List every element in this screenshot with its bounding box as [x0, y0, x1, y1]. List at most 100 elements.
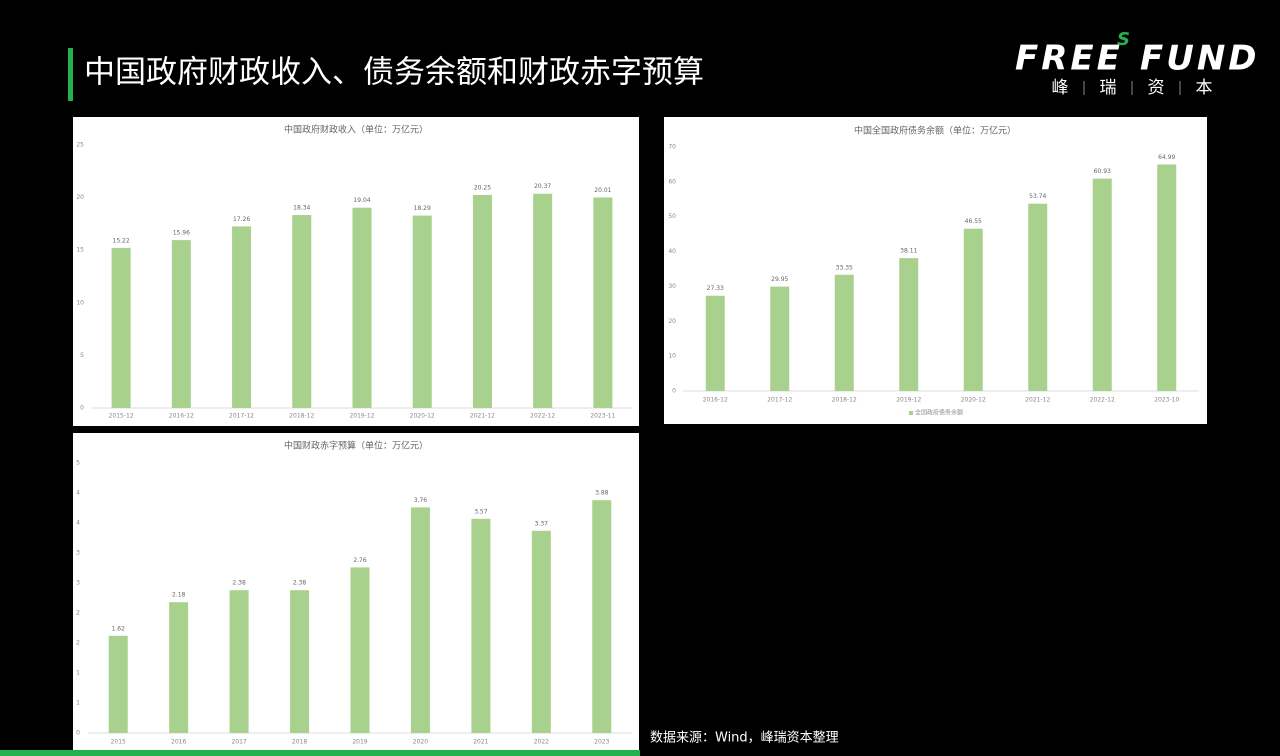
data-label: 33.35	[836, 264, 853, 271]
bar	[229, 590, 249, 733]
data-label: 20.37	[534, 183, 551, 190]
data-label: 20.25	[474, 184, 491, 191]
data-label: 38.11	[900, 248, 917, 255]
data-label: 29.95	[771, 276, 788, 283]
y-tick-label: 15	[76, 247, 84, 254]
x-tick-label: 2020-12	[410, 413, 435, 420]
x-tick-label: 2021-12	[1025, 397, 1050, 404]
data-label: 3.88	[595, 490, 609, 497]
y-tick-label: 1	[76, 700, 80, 707]
x-tick-label: 2021	[473, 739, 488, 746]
x-tick-label: 2023-10	[1154, 397, 1179, 404]
bar	[169, 602, 189, 733]
data-label: 2.18	[172, 592, 186, 599]
x-tick-label: 2016-12	[703, 397, 728, 404]
x-tick-label: 2016	[171, 739, 186, 746]
y-tick-label: 40	[668, 248, 676, 255]
x-tick-label: 2020-12	[961, 397, 986, 404]
x-tick-label: 2023-11	[590, 413, 615, 420]
x-tick-label: 2015	[111, 739, 126, 746]
data-label: 53.74	[1029, 193, 1046, 200]
source-note: 数据来源：Wind，峰瑞资本整理	[650, 731, 839, 746]
y-tick-label: 2	[76, 640, 80, 647]
y-tick-label: 5	[76, 460, 80, 467]
x-tick-label: 2018-12	[289, 413, 314, 420]
bar	[533, 193, 553, 408]
bar	[593, 197, 613, 408]
logo-char: 资	[1148, 78, 1165, 98]
data-label: 3.76	[414, 497, 428, 504]
x-tick-label: 2017-12	[229, 413, 254, 420]
x-tick-label: 2022-12	[530, 413, 555, 420]
data-label: 20.01	[594, 187, 611, 194]
data-label: 2.76	[353, 557, 367, 564]
y-tick-label: 5	[80, 352, 84, 359]
legend-swatch	[909, 411, 913, 415]
y-tick-label: 30	[668, 283, 676, 290]
y-tick-label: 20	[76, 194, 84, 201]
logo-mark: S	[1117, 29, 1130, 50]
bar	[108, 635, 128, 733]
bar	[292, 215, 312, 408]
y-tick-label: 20	[668, 318, 676, 325]
chart-panel	[664, 117, 1207, 424]
logo-chinese: 峰瑞资本	[1052, 78, 1213, 98]
data-label: 64.99	[1158, 154, 1175, 161]
y-tick-label: 60	[668, 178, 676, 185]
x-tick-label: 2019-12	[349, 413, 374, 420]
bar	[352, 207, 372, 408]
x-tick-label: 2017	[231, 739, 246, 746]
bar	[111, 247, 131, 408]
data-label: 3.57	[474, 508, 488, 515]
bar	[770, 286, 790, 391]
x-tick-label: 2016-12	[169, 413, 194, 420]
bar	[1028, 203, 1048, 391]
data-label: 17.26	[233, 216, 250, 223]
y-tick-label: 4	[76, 520, 80, 527]
x-tick-label: 2018	[292, 739, 307, 746]
logo-word: FREE	[1015, 39, 1123, 79]
x-tick-label: 2019	[352, 739, 367, 746]
data-label: 18.34	[293, 205, 310, 212]
chart-title: 中国政府财政收入（单位：万亿元）	[284, 124, 428, 136]
bar	[531, 530, 551, 733]
data-label: 27.33	[707, 285, 724, 292]
bar	[412, 215, 432, 408]
data-label: 15.96	[173, 230, 190, 237]
x-tick-label: 2017-12	[767, 397, 792, 404]
x-tick-label: 2021-12	[470, 413, 495, 420]
data-label: 46.55	[965, 218, 982, 225]
y-tick-label: 25	[76, 142, 84, 149]
x-tick-label: 2022-12	[1090, 397, 1115, 404]
y-tick-label: 10	[668, 353, 676, 360]
y-tick-label: 3	[76, 550, 80, 557]
logo-char: 峰	[1052, 78, 1069, 98]
data-label: 2.38	[232, 580, 246, 587]
bar	[963, 228, 983, 391]
y-tick-label: 10	[76, 299, 84, 306]
bar	[705, 295, 725, 391]
x-tick-label: 2020	[413, 739, 428, 746]
data-label: 3.37	[535, 520, 549, 527]
chart-title: 中国财政赤字预算（单位：万亿元）	[284, 440, 428, 452]
x-tick-label: 2019-12	[896, 397, 921, 404]
data-label: 19.04	[353, 197, 370, 204]
bar	[1157, 164, 1177, 391]
logo-word: FUND	[1140, 39, 1260, 79]
y-tick-label: 2	[76, 610, 80, 617]
chart-title: 中国全国政府债务余额（单位：万亿元）	[854, 125, 1016, 137]
y-tick-label: 3	[76, 580, 80, 587]
data-label: 2.38	[293, 580, 307, 587]
bar	[232, 226, 252, 408]
x-tick-label: 2023	[594, 739, 609, 746]
bar	[592, 500, 612, 733]
bar	[834, 274, 854, 391]
bar	[899, 258, 919, 391]
y-tick-label: 70	[668, 144, 676, 151]
y-tick-label: 1	[76, 670, 80, 677]
data-label: 1.62	[112, 625, 126, 632]
y-tick-label: 50	[668, 213, 676, 220]
y-tick-label: 4	[76, 490, 80, 497]
bar	[350, 567, 370, 733]
